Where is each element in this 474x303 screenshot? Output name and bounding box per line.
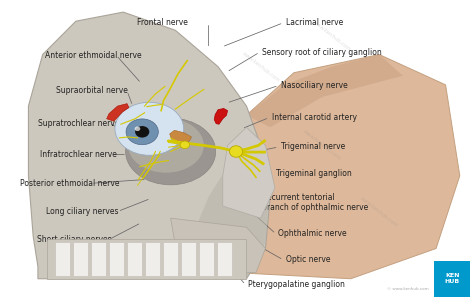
Text: Internal carotid artery: Internal carotid artery bbox=[272, 113, 356, 122]
Text: Pterygopalatine ganglion: Pterygopalatine ganglion bbox=[248, 280, 345, 289]
Text: www.kenhub.com: www.kenhub.com bbox=[302, 129, 342, 162]
Polygon shape bbox=[246, 55, 403, 127]
Text: Lacrimal nerve: Lacrimal nerve bbox=[286, 18, 343, 27]
Text: Nasociliary nerve: Nasociliary nerve bbox=[281, 81, 348, 90]
FancyBboxPatch shape bbox=[434, 261, 470, 297]
Polygon shape bbox=[127, 242, 142, 276]
Polygon shape bbox=[91, 242, 106, 276]
Text: Supraorbital nerve: Supraorbital nerve bbox=[56, 86, 128, 95]
Text: Supratrochlear nerve: Supratrochlear nerve bbox=[38, 119, 119, 128]
Polygon shape bbox=[107, 104, 129, 121]
Ellipse shape bbox=[128, 118, 204, 173]
Polygon shape bbox=[170, 130, 191, 143]
Polygon shape bbox=[145, 242, 160, 276]
Text: www.kenhub.com: www.kenhub.com bbox=[146, 129, 186, 162]
Polygon shape bbox=[47, 239, 246, 279]
Polygon shape bbox=[163, 242, 178, 276]
Text: Trigeminal ganglion: Trigeminal ganglion bbox=[276, 169, 352, 178]
Text: Trigeminal nerve: Trigeminal nerve bbox=[281, 142, 346, 152]
Ellipse shape bbox=[229, 146, 243, 157]
Polygon shape bbox=[228, 55, 460, 279]
Text: KEN
HUB: KEN HUB bbox=[445, 273, 460, 284]
Polygon shape bbox=[181, 242, 196, 276]
Text: www.kenhub.com: www.kenhub.com bbox=[75, 202, 115, 235]
Polygon shape bbox=[55, 242, 70, 276]
Text: Posterior ethmoidal nerve: Posterior ethmoidal nerve bbox=[20, 179, 119, 188]
Polygon shape bbox=[28, 12, 270, 279]
Ellipse shape bbox=[115, 102, 183, 155]
Polygon shape bbox=[73, 242, 88, 276]
Polygon shape bbox=[109, 242, 124, 276]
Ellipse shape bbox=[135, 127, 140, 131]
Ellipse shape bbox=[126, 118, 216, 185]
Polygon shape bbox=[217, 242, 232, 276]
Text: Ophthalmic nerve: Ophthalmic nerve bbox=[278, 229, 347, 238]
Text: Optic nerve: Optic nerve bbox=[286, 255, 330, 265]
Ellipse shape bbox=[180, 141, 190, 148]
Text: Short ciliary nerves: Short ciliary nerves bbox=[37, 235, 111, 245]
Text: Sensory root of ciliary ganglion: Sensory root of ciliary ganglion bbox=[262, 48, 382, 57]
Text: Long ciliary nerves: Long ciliary nerves bbox=[46, 207, 119, 216]
Text: Infratrochlear nerve: Infratrochlear nerve bbox=[40, 150, 117, 159]
Polygon shape bbox=[214, 108, 228, 124]
Polygon shape bbox=[137, 103, 166, 152]
Polygon shape bbox=[199, 242, 214, 276]
Polygon shape bbox=[223, 127, 275, 218]
Text: www.kenhub.com: www.kenhub.com bbox=[241, 50, 281, 83]
Text: Anterior ethmoidal nerve: Anterior ethmoidal nerve bbox=[45, 51, 142, 60]
Text: © www.kenhub.com: © www.kenhub.com bbox=[387, 287, 428, 291]
Text: www.kenhub.com: www.kenhub.com bbox=[208, 211, 247, 244]
Ellipse shape bbox=[135, 126, 149, 138]
Text: www.kenhub.com: www.kenhub.com bbox=[312, 20, 352, 53]
Text: www.kenhub.com: www.kenhub.com bbox=[99, 20, 138, 53]
Text: Ciliary ganglion: Ciliary ganglion bbox=[51, 270, 111, 279]
Text: www.kenhub.com: www.kenhub.com bbox=[359, 196, 399, 228]
Text: Frontal nerve: Frontal nerve bbox=[137, 18, 188, 27]
Polygon shape bbox=[171, 218, 265, 273]
Ellipse shape bbox=[126, 119, 158, 145]
Text: www.kenhub.com: www.kenhub.com bbox=[37, 68, 77, 101]
Text: Recurrent tentorial
branch of ophthalmic nerve: Recurrent tentorial branch of ophthalmic… bbox=[262, 193, 368, 212]
Polygon shape bbox=[152, 136, 270, 279]
